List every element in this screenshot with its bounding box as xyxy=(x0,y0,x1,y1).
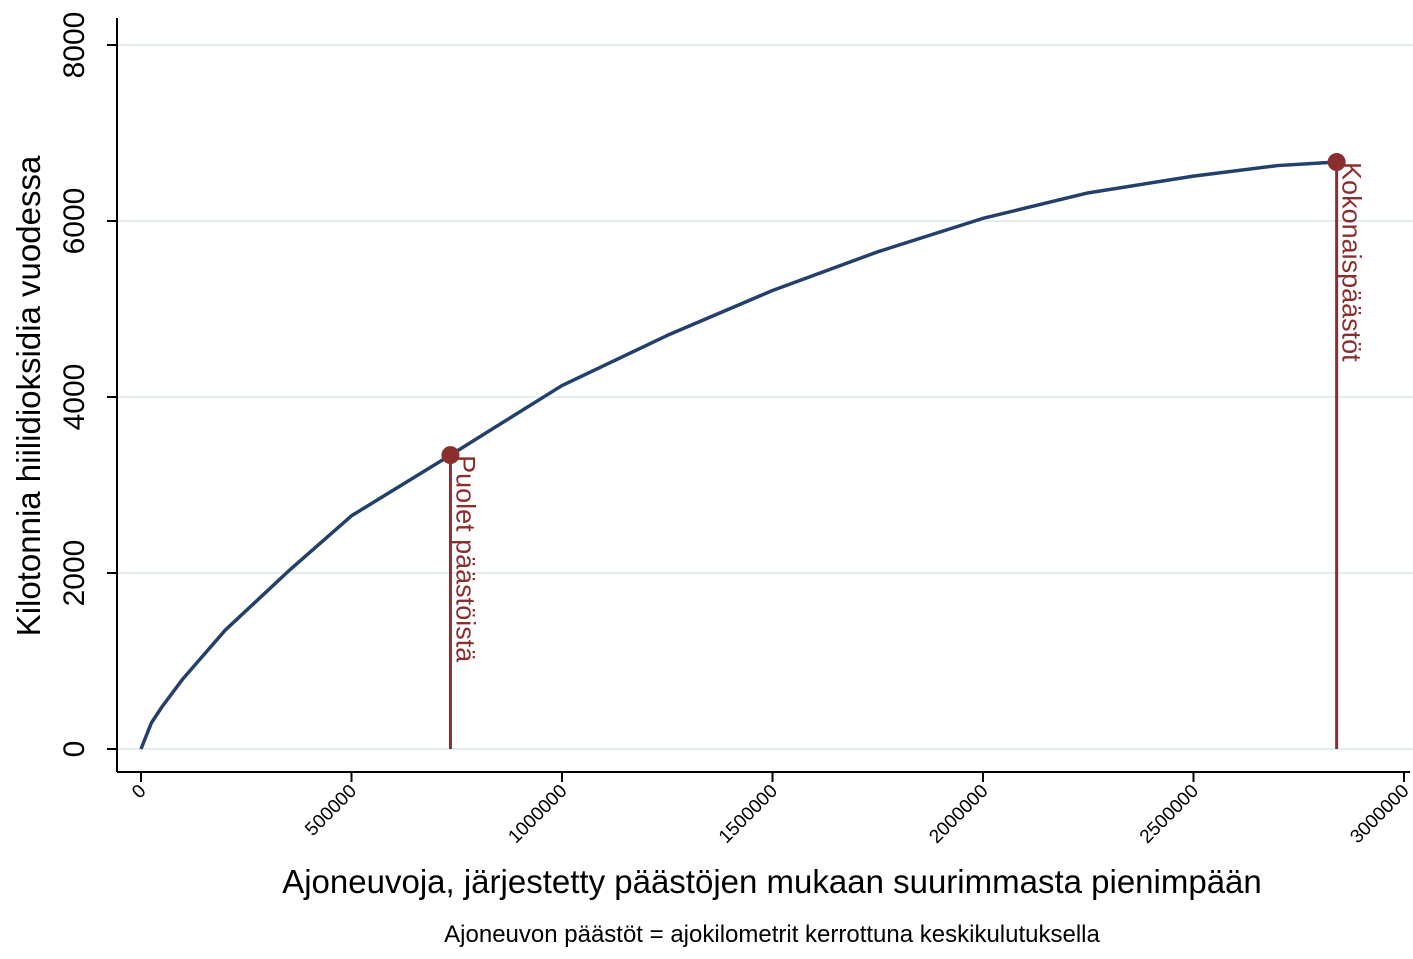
y-axis-title: Kilotonnia hiilidioksidia vuodessa xyxy=(10,155,47,636)
x-tick-label: 2000000 xyxy=(925,781,992,848)
annotation-marker xyxy=(441,446,460,465)
y-tick-label: 0 xyxy=(58,741,91,758)
x-tick-label: 1500000 xyxy=(715,781,782,848)
y-tick-label: 6000 xyxy=(58,188,91,255)
y-tick-label: 4000 xyxy=(58,364,91,431)
x-tick-label: 3000000 xyxy=(1346,781,1413,848)
x-tick-label: 1000000 xyxy=(504,781,571,848)
y-tick-label: 8000 xyxy=(58,12,91,79)
x-tick-label: 2500000 xyxy=(1136,781,1203,848)
x-axis-title: Ajoneuvoja, järjestetty päästöjen mukaan… xyxy=(282,863,1262,900)
annotation-marker xyxy=(1327,153,1346,172)
note: Ajoneuvon päästöt = ajokilometrit kerrot… xyxy=(444,921,1100,948)
x-tick-label: 0 xyxy=(128,781,150,803)
x-tick-label: 500000 xyxy=(301,781,361,841)
annotation-label: Puolet päästöistä xyxy=(450,455,480,663)
y-tick-label: 2000 xyxy=(58,540,91,607)
annotation-label: Kokonaispäästöt xyxy=(1337,162,1367,362)
line xyxy=(139,160,1337,750)
